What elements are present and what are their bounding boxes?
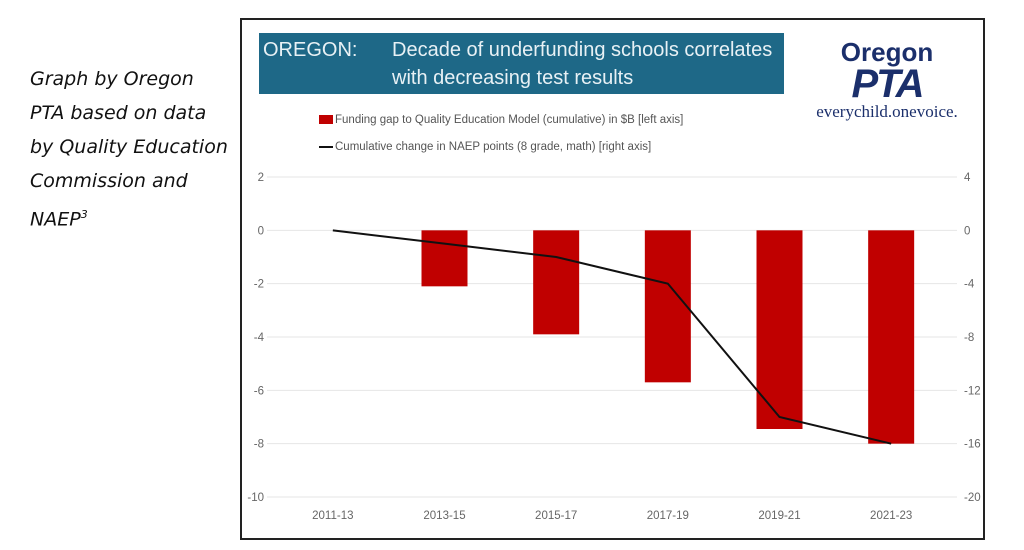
- legend-item-line: Cumulative change in NAEP points (8 grad…: [319, 141, 651, 153]
- legend-label-bar: Funding gap to Quality Education Model (…: [335, 114, 684, 126]
- logo-line1: Oregon: [840, 37, 934, 67]
- right-axis-tick-label: -4: [964, 279, 975, 291]
- right-axis-tick-label: -16: [964, 439, 981, 451]
- caption: Graph by Oregon PTA based on data by Qua…: [30, 68, 228, 231]
- x-axis-tick-label: 2019-21: [758, 510, 800, 522]
- logo-line2: PTA: [851, 62, 924, 106]
- funding-gap-bar: [756, 230, 803, 429]
- left-axis-tick-label: -4: [254, 332, 265, 344]
- legend-item-bar: Funding gap to Quality Education Model (…: [319, 114, 683, 126]
- legend-swatch-bar: [319, 115, 333, 125]
- funding-gap-bar: [644, 230, 691, 383]
- x-axis-tick-label: 2015-17: [535, 510, 577, 522]
- legend-swatch-line: [319, 145, 333, 148]
- left-axis-tick-label: 2: [258, 172, 264, 184]
- x-axis-tick-label: 2017-19: [647, 510, 689, 522]
- right-axis-tick-label: 0: [964, 225, 970, 237]
- funding-gap-bar: [868, 230, 915, 444]
- funding-gap-bar: [533, 230, 580, 335]
- left-axis-tick-label: 0: [258, 225, 264, 237]
- legend-label-line: Cumulative change in NAEP points (8 grad…: [335, 141, 652, 153]
- left-axis-tick-label: -10: [247, 492, 264, 504]
- left-axis-tick-label: -8: [254, 439, 264, 451]
- naep-change-line: [332, 229, 892, 445]
- x-axis-tick-label: 2011-13: [312, 510, 353, 522]
- chart-frame: OREGON: Decade of underfunding schools c…: [240, 18, 985, 540]
- x-axis-tick-label: 2013-15: [423, 510, 465, 522]
- left-axis-tick-label: -2: [254, 279, 264, 291]
- right-axis-tick-label: 4: [964, 172, 971, 184]
- right-axis-tick-label: -12: [964, 385, 981, 397]
- title-text: Decade of underfunding schools correlate…: [392, 39, 773, 89]
- right-axis-tick-label: -8: [964, 332, 974, 344]
- x-axis-tick-label: 2021-23: [870, 510, 912, 522]
- plot-area: 2 0 -2 -4 -6 -8 -10 4 0 -4 -8 -12 -16 -20 2011-13 2013-…: [247, 172, 981, 522]
- left-axis-tick-label: -6: [254, 385, 264, 397]
- oregon-pta-logo: Oregon PTA everychild.onevoice.: [797, 38, 977, 122]
- logo-tagline: everychild.onevoice.: [816, 102, 958, 121]
- right-axis-tick-label: -20: [964, 492, 981, 504]
- title-prefix: OREGON:: [263, 39, 358, 61]
- funding-gap-bar: [421, 230, 468, 287]
- chart-title: OREGON: Decade of underfunding schools c…: [259, 33, 784, 94]
